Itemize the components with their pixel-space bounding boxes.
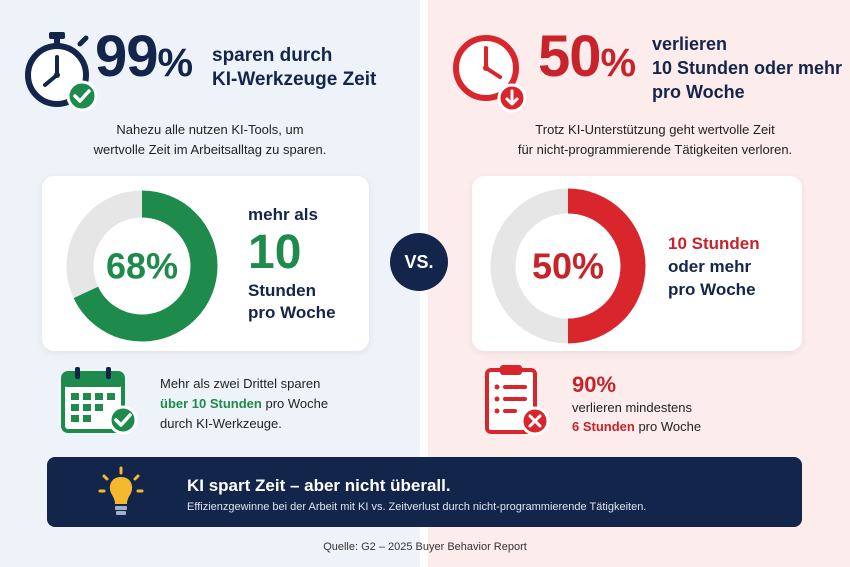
banner-title: KI spart Zeit – aber nicht überall. (187, 476, 451, 495)
left-headline-value: 99% (95, 24, 193, 89)
banner-subtitle: Effizienzgewinne bei der Arbeit mit KI v… (187, 501, 647, 513)
stopwatch-check-icon (25, 32, 98, 112)
right-stat: 10 Stunden oder mehr pro Woche (668, 234, 760, 299)
left-subtitle: Nahezu alle nutzen KI-Tools, um wertvoll… (93, 122, 327, 157)
left-stat: mehr als 10 Stunden pro Woche (248, 205, 336, 322)
right-headline-value: 50% (538, 24, 636, 89)
summary-banner (47, 457, 802, 527)
right-headline-text: verlieren 10 Stunden oder mehr pro Woche (652, 34, 843, 102)
right-footer-text: 90% verlieren mindestens 6 Stunden pro W… (572, 372, 702, 434)
left-headline-text: sparen durch KI-Werkzeuge Zeit (212, 45, 377, 90)
left-donut-label: 68% (106, 246, 178, 287)
right-subtitle: Trotz KI-Unterstützung geht wertvolle Ze… (517, 122, 793, 157)
left-donut-chart: 68% (66, 190, 218, 342)
vs-badge: VS. (390, 233, 448, 291)
right-donut-label: 50% (532, 246, 604, 287)
right-donut-chart: 50% (490, 188, 646, 344)
left-footer-text: Mehr als zwei Drittel sparen über 10 Stu… (160, 376, 329, 431)
right-donut-slice-1 (490, 188, 646, 344)
source-note: Quelle: G2 – 2025 Buyer Behavior Report (323, 541, 527, 553)
clipboard-x-icon (485, 365, 550, 436)
clock-down-icon (453, 35, 527, 113)
lightbulb-icon (98, 466, 144, 515)
left-donut-slice-1 (66, 190, 218, 342)
calendar-check-icon (61, 367, 138, 435)
